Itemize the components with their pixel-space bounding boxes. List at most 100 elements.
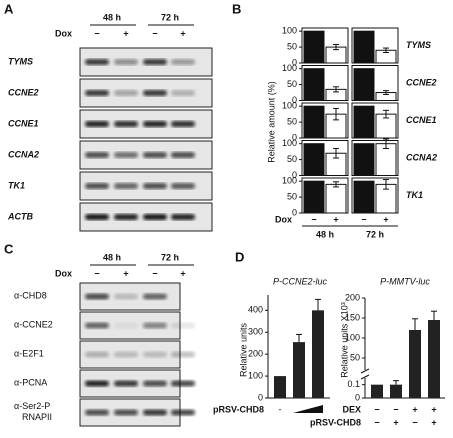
band bbox=[114, 152, 138, 158]
bar bbox=[353, 68, 375, 101]
band bbox=[143, 409, 167, 416]
band bbox=[85, 183, 109, 189]
y-tick-label: 150 bbox=[345, 312, 360, 322]
y-tick-label: 100 bbox=[345, 332, 360, 342]
gene-label: CCNE1 bbox=[8, 118, 39, 128]
y-tick-label: 50 bbox=[287, 191, 297, 201]
y-tick-label: 400 bbox=[248, 305, 263, 315]
plot-frame bbox=[301, 177, 349, 214]
plot-frame bbox=[301, 140, 349, 176]
band bbox=[85, 121, 109, 127]
bar bbox=[325, 183, 347, 214]
y-tick-label: 50 bbox=[350, 352, 360, 362]
antibody-label: α-E2F1 bbox=[14, 348, 44, 358]
band bbox=[171, 380, 195, 387]
error-bar bbox=[315, 298, 321, 311]
error-bar bbox=[296, 333, 302, 343]
band bbox=[114, 322, 138, 329]
gene-label: TK1 bbox=[8, 180, 25, 190]
band bbox=[143, 214, 167, 220]
band bbox=[114, 90, 138, 96]
band bbox=[114, 183, 138, 189]
gene-label: CCNE2 bbox=[8, 87, 39, 97]
error-bar bbox=[383, 109, 389, 119]
sign: + bbox=[431, 417, 436, 427]
antibody-label: α-CCNE2 bbox=[14, 319, 53, 329]
bar bbox=[353, 143, 375, 177]
antibody-label-line: α-Ser2-P bbox=[14, 401, 50, 411]
band bbox=[114, 59, 138, 65]
bar bbox=[303, 30, 325, 64]
band bbox=[171, 90, 195, 96]
panel-letter: D bbox=[235, 249, 244, 264]
bar bbox=[371, 384, 383, 398]
band bbox=[143, 121, 167, 127]
sign: + bbox=[333, 214, 338, 224]
band bbox=[171, 152, 195, 158]
sign: + bbox=[431, 404, 436, 414]
error-bar bbox=[333, 181, 339, 188]
error-bar bbox=[333, 107, 339, 121]
sign: + bbox=[412, 404, 417, 414]
antibody-label: α-CHD8 bbox=[14, 290, 47, 300]
band bbox=[143, 90, 167, 96]
bar bbox=[353, 180, 375, 214]
sign: − bbox=[374, 417, 379, 427]
axis-break bbox=[360, 368, 370, 374]
sign: + bbox=[123, 28, 128, 38]
group-label: 72 h bbox=[161, 252, 179, 262]
y-tick-label: 200 bbox=[248, 349, 263, 359]
band bbox=[171, 351, 195, 358]
error-bar bbox=[431, 310, 437, 320]
row-label: pRSV-CHD8 bbox=[310, 417, 361, 427]
y-tick-label: 100 bbox=[282, 138, 297, 148]
bar bbox=[274, 376, 286, 398]
band bbox=[85, 293, 109, 300]
plot-frame bbox=[351, 102, 399, 139]
band bbox=[85, 322, 109, 329]
plot-frame bbox=[301, 27, 349, 64]
error-bar bbox=[333, 147, 339, 159]
bar bbox=[353, 30, 375, 64]
plot-frame bbox=[351, 177, 399, 214]
band bbox=[85, 152, 109, 158]
band bbox=[114, 121, 138, 127]
y-axis-label: Relative amount (%) bbox=[266, 81, 276, 163]
panel-letter: A bbox=[4, 1, 14, 16]
dox-label: Dox bbox=[55, 268, 72, 278]
band bbox=[114, 214, 138, 220]
sign: − bbox=[152, 28, 157, 38]
antibody-label: α-Ser2-P RNAPII bbox=[14, 401, 52, 422]
bar bbox=[293, 342, 305, 398]
y-tick-label: 0 bbox=[292, 207, 297, 217]
y-tick-label: 0.1 bbox=[347, 379, 360, 389]
band bbox=[114, 351, 138, 358]
y-tick-label: 200 bbox=[345, 292, 360, 302]
sign: − bbox=[361, 214, 366, 224]
group-label: 72 h bbox=[161, 12, 179, 22]
bar bbox=[390, 384, 402, 398]
error-bar bbox=[383, 90, 389, 95]
error-bar bbox=[383, 47, 389, 53]
band bbox=[85, 351, 109, 358]
band bbox=[114, 409, 138, 416]
gene-label: ACTB bbox=[7, 211, 33, 221]
plot-frame bbox=[301, 102, 349, 139]
panel-letter: B bbox=[232, 1, 241, 16]
band bbox=[85, 90, 109, 96]
sign: + bbox=[123, 268, 128, 278]
bar bbox=[303, 68, 325, 101]
gene-label: TYMS bbox=[406, 40, 431, 50]
gene-label: CCNA2 bbox=[8, 149, 39, 159]
error-bar bbox=[383, 179, 389, 190]
band bbox=[143, 351, 167, 358]
band bbox=[143, 59, 167, 65]
y-tick-label: 100 bbox=[282, 101, 297, 111]
y-axis-label: Relative units bbox=[238, 322, 248, 377]
band bbox=[171, 59, 195, 65]
sign: − bbox=[393, 404, 398, 414]
y-tick-label: 0 bbox=[292, 57, 297, 67]
y-tick-label: 0 bbox=[355, 392, 360, 402]
bar bbox=[303, 105, 325, 139]
error-bar bbox=[333, 86, 339, 93]
